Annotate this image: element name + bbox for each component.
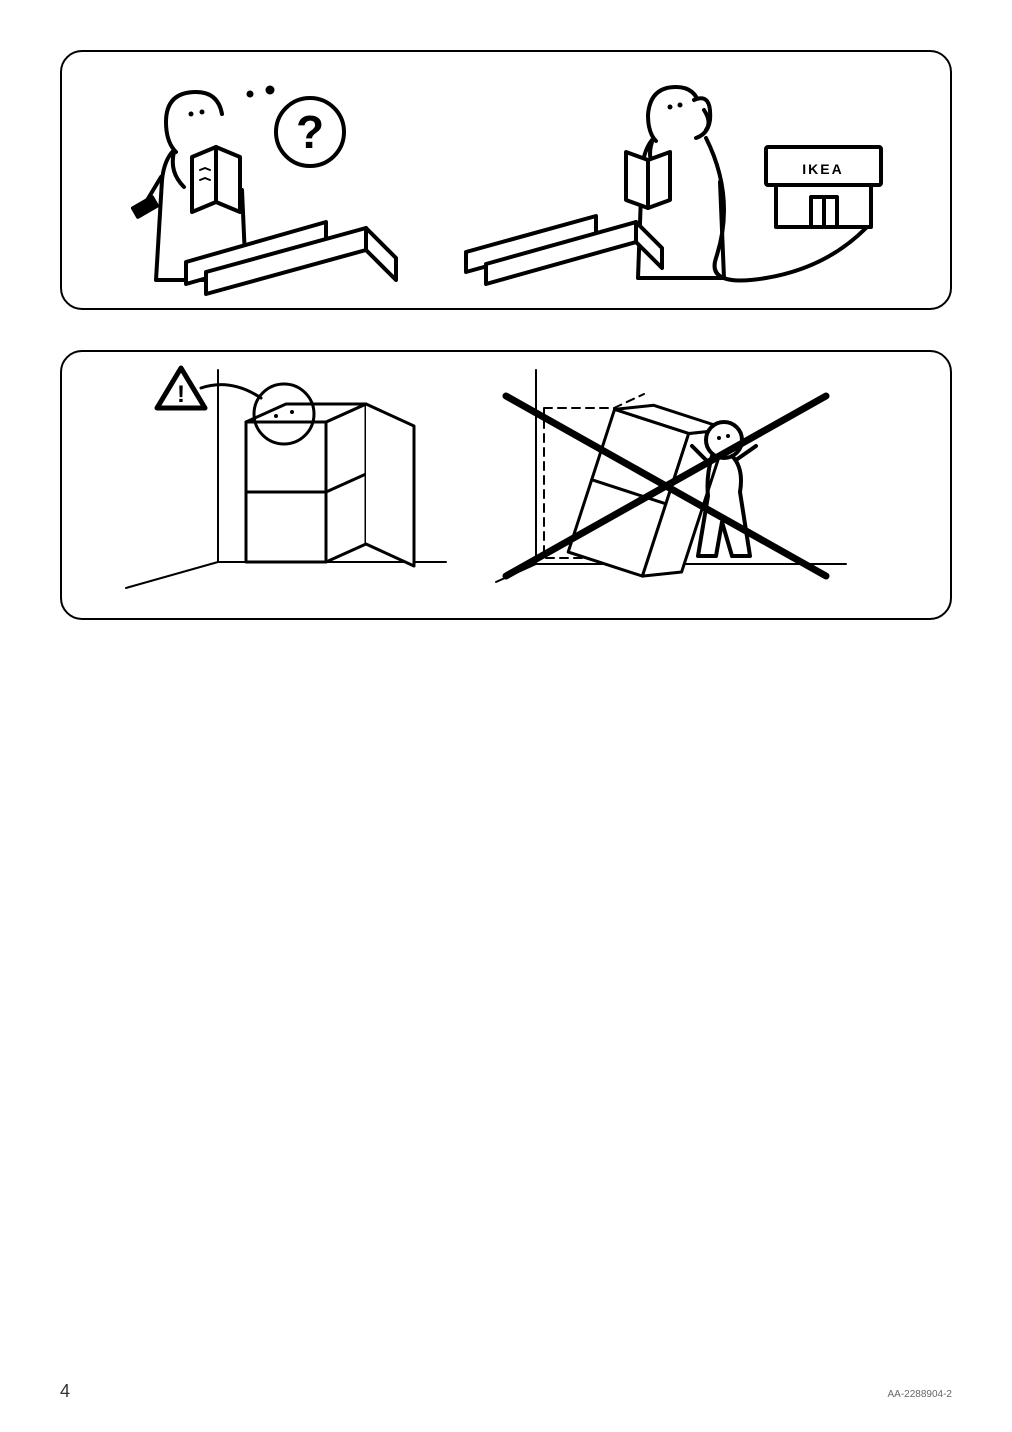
document-id: AA-2288904-2: [888, 1389, 953, 1400]
tip-over-warning-panel: !: [60, 350, 952, 620]
warning-illustration: !: [62, 352, 950, 618]
warning-icon: !: [177, 381, 185, 408]
page-number: 4: [60, 1381, 70, 1402]
question-mark-icon: ?: [296, 106, 324, 158]
ikea-store-label: IKEA: [802, 161, 843, 177]
help-panel: ?: [60, 50, 952, 310]
help-illustration: ?: [62, 52, 950, 308]
